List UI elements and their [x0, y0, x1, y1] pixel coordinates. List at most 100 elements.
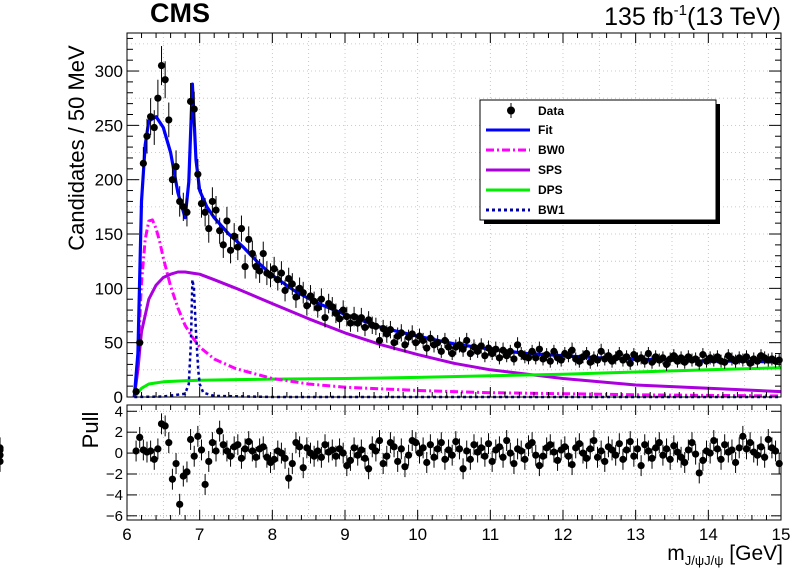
pull-point [419, 437, 427, 459]
data-point [179, 192, 187, 221]
data-point-marker [390, 339, 398, 347]
data-point [593, 353, 602, 367]
data-point-marker [408, 330, 416, 338]
pull-point-marker [397, 445, 405, 453]
pull-point-marker [277, 449, 286, 457]
data-point [361, 318, 369, 337]
luminosity-label: 135 fb-1(13 TeV) [604, 2, 781, 31]
pull-point-marker [677, 453, 685, 461]
data-point [702, 354, 711, 368]
pull-point [205, 451, 213, 472]
legend-data-marker [507, 106, 515, 115]
data-point [721, 355, 729, 369]
pull-point-marker [706, 449, 714, 457]
data-point [266, 263, 275, 288]
pull-point [415, 442, 424, 464]
pull-point [583, 447, 591, 469]
data-point [626, 356, 634, 370]
pull-point [681, 452, 689, 473]
data-point [205, 214, 213, 243]
data-point [365, 311, 373, 329]
pull-point-marker [673, 448, 682, 456]
data-point [234, 234, 242, 261]
x-tick-label: 11 [482, 525, 500, 544]
pull-point [466, 448, 474, 470]
main-y-axis-label: Candidates / 50 MeV [64, 45, 89, 251]
data-point [437, 344, 445, 358]
pull-point [375, 430, 384, 451]
data-point [339, 300, 347, 320]
pull-point-marker [753, 451, 761, 459]
data-point [670, 349, 678, 363]
data-point-marker [532, 354, 540, 362]
bw1-curve [134, 278, 781, 399]
data-point-marker [543, 351, 551, 359]
data-point-marker [186, 97, 195, 106]
data-point [492, 341, 500, 357]
pull-point [423, 452, 431, 473]
pull-point-marker [194, 432, 202, 440]
data-point-marker [299, 289, 307, 297]
pull-point [285, 467, 293, 489]
main-y-tick-label: 100 [95, 279, 123, 298]
data-point [481, 349, 489, 363]
data-point [216, 217, 224, 244]
pull-point-marker [459, 465, 467, 473]
pull-point [546, 434, 554, 456]
pull-point-marker [136, 433, 144, 442]
pull-point-marker [219, 441, 227, 449]
pull-point-marker [390, 443, 398, 451]
data-point [132, 387, 140, 396]
data-point-marker [434, 339, 442, 347]
x-tick-label: 12 [554, 525, 573, 544]
pull-point-marker [593, 453, 602, 461]
data-point-marker [350, 312, 358, 321]
pull-point [190, 445, 198, 467]
data-point [477, 338, 485, 354]
pull-point-marker [517, 447, 525, 455]
data-point [335, 308, 344, 329]
data-point-marker [448, 349, 456, 358]
pull-point-marker [412, 439, 420, 447]
pull-point [168, 468, 177, 490]
pull-point [717, 448, 725, 470]
pull-point [154, 438, 162, 460]
data-point [550, 344, 558, 358]
pull-point-marker [506, 449, 514, 457]
pull-point-marker [208, 439, 216, 447]
pull-point [281, 447, 289, 469]
pull-point [372, 440, 380, 462]
dps-curve [133, 366, 782, 398]
pull-point-marker [223, 447, 231, 455]
pull-point-marker [285, 474, 293, 482]
legend-entry-bw1: BW1 [486, 203, 565, 217]
pull-point-marker [343, 462, 351, 470]
experiment-label: CMS [150, 0, 210, 28]
data-point-marker [699, 351, 707, 359]
data-point-marker [662, 360, 671, 369]
pull-point [339, 442, 347, 464]
pull-point-marker [528, 439, 536, 447]
data-point [546, 354, 554, 368]
pull-point-marker [455, 445, 464, 453]
pull-point-marker [346, 456, 355, 465]
data-point-marker [306, 292, 315, 300]
pull-point [641, 434, 649, 456]
data-point [281, 279, 289, 302]
pull-point-marker [190, 452, 198, 460]
data-point [499, 342, 507, 358]
data-point [314, 298, 322, 318]
pull-point-marker [404, 451, 413, 459]
data-point [321, 307, 329, 328]
main-y-tick-label: 0 [114, 388, 123, 407]
pull-point-marker [350, 444, 358, 452]
x-tick-label: 10 [408, 525, 427, 544]
pull-point-marker [735, 444, 743, 452]
pull-point [568, 454, 576, 476]
data-point-marker [172, 163, 180, 171]
data-point [143, 118, 151, 154]
data-point [346, 314, 355, 332]
legend-label-data: Data [538, 104, 564, 118]
data-point [230, 223, 238, 250]
data-point [662, 357, 671, 371]
